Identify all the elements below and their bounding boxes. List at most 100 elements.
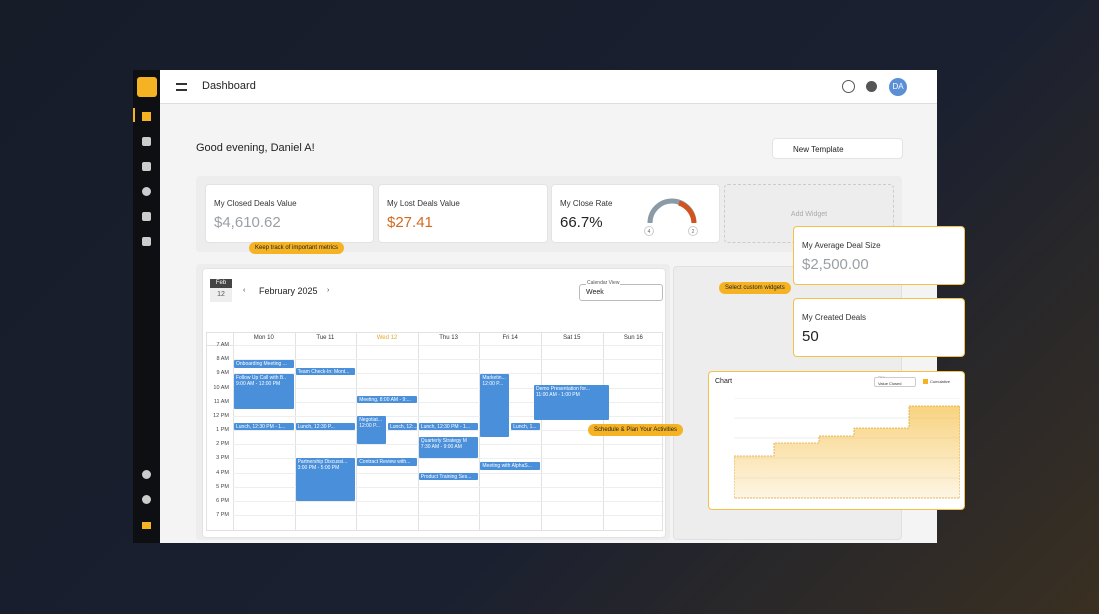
event-title: Team Check-In: Mont... <box>297 368 350 375</box>
chart-title: Chart <box>715 378 733 385</box>
metric-value: $27.41 <box>387 214 433 231</box>
day-header: Fri 14 <box>502 335 518 341</box>
nav-reports[interactable] <box>142 237 151 246</box>
hour-label: 12 PM <box>213 412 229 419</box>
event-title: Partnership Discussi... <box>297 459 348 466</box>
hour-line <box>233 359 664 361</box>
day-header: Wed 12 <box>376 335 398 341</box>
chart-view-select[interactable]: View Value Closed <box>874 375 916 387</box>
hour-label: 9 AM <box>216 370 229 377</box>
hour-line <box>233 345 664 346</box>
event-title: Marketin... <box>482 375 506 382</box>
template-select[interactable]: New Template <box>772 138 903 159</box>
calendar-event[interactable]: Product Training Ses... <box>418 472 479 481</box>
metric-label: My Close Rate <box>560 199 613 208</box>
day-header: Mon 10 <box>253 335 274 341</box>
next-week[interactable]: › <box>327 287 330 294</box>
event-title: Meeting with AlphaS... <box>482 462 532 469</box>
topbar: Dashboard DA <box>160 70 937 104</box>
view-value: Week <box>586 289 604 296</box>
calendar-event[interactable]: Negotiat... 12:00 P... <box>357 415 386 445</box>
menu-button[interactable] <box>176 83 187 91</box>
floating-widget[interactable]: My Created Deals 50 <box>793 298 965 357</box>
calendar-event[interactable]: Meeting, 8:00 AM - 9:... <box>357 396 417 404</box>
add-button[interactable] <box>842 80 855 93</box>
event-time: 7:30 AM - 9:00 AM <box>420 444 462 451</box>
hour-line <box>233 500 664 502</box>
legend-swatch <box>923 379 928 384</box>
event-title: Contract Review with... <box>359 459 411 466</box>
hour-line <box>233 387 664 389</box>
sidebar <box>133 70 160 543</box>
logo[interactable] <box>137 77 157 97</box>
metric-value: $4,610.62 <box>214 214 281 231</box>
hour-label: 2 PM <box>216 441 229 448</box>
hour-line <box>233 415 664 417</box>
avatar[interactable]: DA <box>889 78 907 96</box>
nav-contacts[interactable] <box>142 187 151 196</box>
view-select[interactable]: Calendar View Week <box>579 280 663 301</box>
day-header: Sun 16 <box>623 335 643 341</box>
day-divider <box>356 332 358 531</box>
calendar-event[interactable]: Lunch, 1... <box>511 422 540 430</box>
gauge-right: 2 <box>688 226 698 236</box>
event-title: Negotiat... <box>359 416 382 423</box>
calendar-event[interactable]: Follow Up Call with B.. 9:00 AM - 12:00 P… <box>234 374 294 409</box>
day-header: Sat 15 <box>563 335 581 341</box>
view-label: Calendar View <box>586 280 621 286</box>
day-divider <box>294 332 296 531</box>
add-widget-label: Add Widget <box>790 211 828 218</box>
event-time: 11:00 AM - 1:00 PM <box>535 391 580 398</box>
nav-deals[interactable] <box>142 162 151 171</box>
event-time: 9:00 AM - 12:00 PM <box>236 381 281 388</box>
help[interactable] <box>142 470 151 479</box>
chart-widget[interactable]: Chart View Value Closed Cumulative <box>708 371 965 510</box>
prev-week[interactable]: ‹ <box>243 287 246 294</box>
tooltip: Select custom widgets <box>719 282 791 294</box>
event-title: Meeting, 8:00 AM - 9:... <box>359 397 411 403</box>
hour-line <box>233 430 664 432</box>
event-title: Lunch, 12:30 P... <box>297 423 335 430</box>
date-badge-month: Feb <box>210 279 232 288</box>
hour-label: 3 PM <box>216 455 229 462</box>
calendar-event[interactable]: Marketin... 12:00 P... <box>480 374 510 438</box>
nav-launch[interactable] <box>142 212 151 221</box>
calendar-event[interactable]: Team Check-In: Mont... <box>295 367 356 375</box>
hour-label: 7 AM <box>216 342 229 348</box>
calendar-event[interactable]: Partnership Discussi... 3:00 PM - 5:00 PM <box>295 458 356 501</box>
calendar-event[interactable]: Demo Presentation for... 11:00 AM - 1:00 … <box>533 384 609 421</box>
day-divider <box>541 332 542 531</box>
floating-widget[interactable]: My Average Deal Size $2,500.00 <box>793 226 965 285</box>
calendar-event[interactable]: Lunch, 12:... <box>388 422 417 430</box>
calendar-event[interactable]: Meeting with AlphaS... <box>480 461 540 470</box>
nav-dashboard[interactable] <box>142 112 151 121</box>
calendar-event[interactable]: Lunch, 12:30 P... <box>295 422 356 430</box>
user-icon[interactable] <box>142 522 151 529</box>
calendar-event[interactable]: Lunch, 12:30 PM - 1... <box>234 422 294 430</box>
calendar-event[interactable]: Onboarding Meeting ... <box>234 359 294 368</box>
day-divider <box>417 332 419 531</box>
metric-card[interactable]: My Closed Deals Value $4,610.62 <box>205 184 374 243</box>
gauge-track <box>647 198 697 224</box>
hour-label: 11 AM <box>213 398 229 405</box>
settings[interactable] <box>142 495 151 504</box>
nav-companies[interactable] <box>142 137 151 146</box>
metric-card[interactable]: My Close Rate 66.7% 4 2 <box>551 184 720 243</box>
calendar-event[interactable]: Lunch, 12:30 PM - 1... <box>418 422 479 430</box>
hour-line <box>233 373 664 375</box>
calendar-event[interactable]: Quarterly Strategy M 7:30 AM - 9:00 AM <box>418 437 479 459</box>
theme-toggle[interactable] <box>866 81 877 92</box>
area-chart <box>734 398 960 499</box>
page-title: Dashboard <box>202 80 256 92</box>
area <box>734 405 960 499</box>
date-badge-day: 12 <box>210 288 232 302</box>
event-title: Lunch, 1... <box>513 423 537 430</box>
event-title: Onboarding Meeting ... <box>236 360 287 367</box>
metric-card[interactable]: My Lost Deals Value $27.41 <box>378 184 548 243</box>
event-title: Lunch, 12:... <box>390 423 417 430</box>
calendar-event[interactable]: Contract Review with... <box>357 458 417 467</box>
hour-line <box>233 515 664 517</box>
hour-label: 8 AM <box>216 356 229 363</box>
legend-label: Cumulative <box>930 379 951 384</box>
widget-label: My Average Deal Size <box>802 241 881 250</box>
